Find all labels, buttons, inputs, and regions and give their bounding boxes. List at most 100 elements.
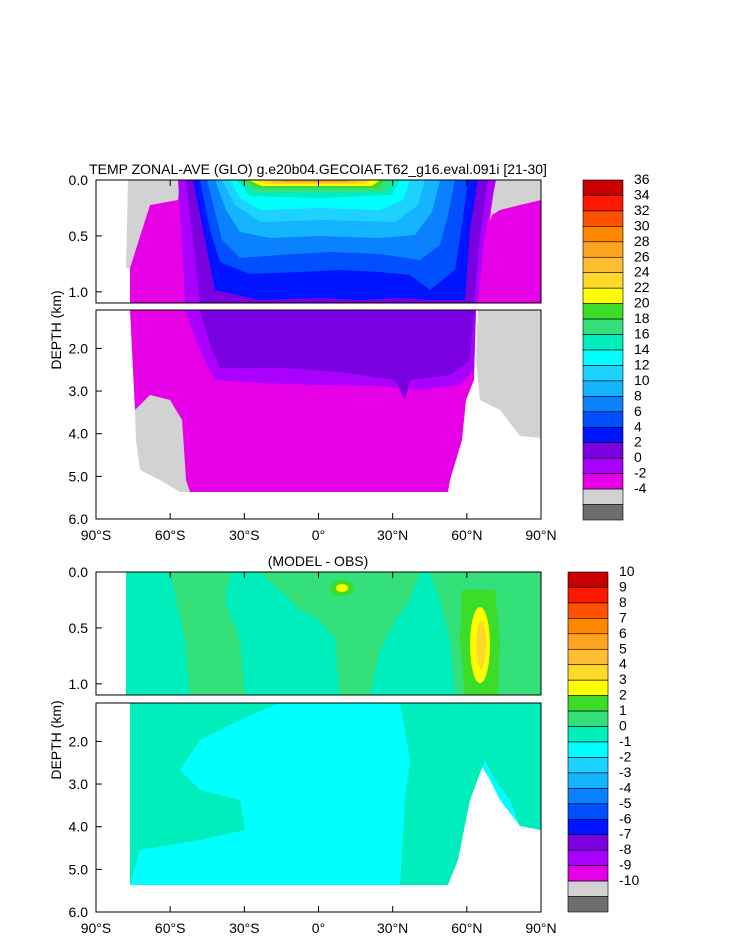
diff-lower-field bbox=[95, 702, 542, 913]
diff-colorbar-swatch bbox=[567, 726, 609, 743]
temp-colorbar-label: 36 bbox=[634, 171, 650, 187]
diff-colorbar-label: 4 bbox=[619, 656, 627, 672]
diff-colorbar-swatch bbox=[567, 803, 609, 820]
diff-colorbar-swatch bbox=[567, 757, 609, 774]
diff-x-tick-label: 30°N bbox=[377, 920, 408, 936]
temp-colorbar-label: 30 bbox=[634, 217, 650, 233]
diff-y-tick-label: 6.0 bbox=[69, 904, 89, 920]
diff-colorbar-swatch bbox=[567, 571, 609, 588]
diff-colorbar-swatch bbox=[567, 849, 609, 866]
temp-x-axis: 90°S 60°S 30°S 0° 30°N 60°N 90°N bbox=[81, 180, 557, 543]
temp-upper-field bbox=[95, 179, 542, 304]
diff-upper-field bbox=[95, 571, 542, 696]
temp-colorbar-swatch bbox=[582, 488, 624, 505]
diff-x-tick-label: 60°N bbox=[451, 920, 482, 936]
temp-colorbar-label: 20 bbox=[634, 295, 650, 311]
temp-colorbar-swatch bbox=[582, 195, 624, 212]
diff-colorbar-swatch bbox=[567, 772, 609, 789]
temp-title: TEMP ZONAL-AVE (GLO) g.e20b04.GECOIAF.T6… bbox=[89, 161, 547, 177]
temp-colorbar-swatch bbox=[582, 457, 624, 474]
temp-colorbar-label: 28 bbox=[634, 233, 650, 249]
diff-colorbar-swatch bbox=[567, 834, 609, 851]
temp-colorbar-swatch bbox=[582, 241, 624, 258]
diff-title: (MODEL - OBS) bbox=[268, 553, 369, 569]
diff-colorbar-label: -8 bbox=[619, 841, 632, 857]
temp-lower-field bbox=[95, 309, 542, 520]
temp-y-tick-label: 5.0 bbox=[69, 468, 89, 484]
diff-lower-green-s bbox=[130, 703, 280, 885]
diff-colorbar-label: 5 bbox=[619, 640, 627, 656]
diff-colorbar-swatch bbox=[567, 896, 609, 913]
temp-x-tick-label: 30°S bbox=[229, 527, 260, 543]
diff-colorbar-label: -2 bbox=[619, 748, 632, 764]
diff-y-tick-label: 3.0 bbox=[69, 776, 89, 792]
temp-colorbar-label: 14 bbox=[634, 341, 650, 357]
diff-y-tick-label: 1.0 bbox=[69, 676, 89, 692]
temp-x-tick-label: 90°N bbox=[525, 527, 556, 543]
diff-colorbar-swatch bbox=[567, 710, 609, 727]
diff-y-tick-label: 0.0 bbox=[69, 564, 89, 580]
temp-colorbar-swatch bbox=[582, 396, 624, 413]
temp-y-tick-label: 2.0 bbox=[69, 340, 89, 356]
diff-green-2 bbox=[260, 572, 420, 695]
temp-colorbar-swatch bbox=[582, 210, 624, 227]
temp-colorbar-swatch bbox=[582, 334, 624, 351]
temp-colorbar-swatch bbox=[582, 365, 624, 382]
diff-panel: (MODEL - OBS) DEPTH (km) 90°S 60°S 30°S 0° 3… bbox=[48, 553, 639, 936]
temp-colorbar-label: 34 bbox=[634, 186, 650, 202]
temp-colorbar-swatch bbox=[582, 380, 624, 397]
temp-colorbar-swatch bbox=[582, 504, 624, 521]
temp-y-tick-label: 0.5 bbox=[69, 228, 89, 244]
temp-y-tick-label: 0.0 bbox=[69, 172, 89, 188]
diff-colorbar-swatch bbox=[567, 880, 609, 897]
diff-x-axis: 90°S 60°S 30°S 0° 30°N 60°N 90°N bbox=[81, 572, 557, 936]
diff-colorbar-label: 1 bbox=[619, 702, 627, 718]
diff-colorbar-label: 8 bbox=[619, 594, 627, 610]
temp-colorbar-label: 32 bbox=[634, 202, 650, 218]
temp-colorbar-label: 18 bbox=[634, 310, 650, 326]
temp-colorbar-label: -4 bbox=[634, 480, 647, 496]
diff-colorbar-swatch bbox=[567, 818, 609, 836]
temp-x-tick-label: 0° bbox=[312, 527, 325, 543]
temp-colorbar-swatch bbox=[582, 287, 624, 304]
diff-colorbar-label: 3 bbox=[619, 671, 627, 687]
diff-colorbar-swatch bbox=[567, 788, 609, 805]
temp-colorbar-label: 12 bbox=[634, 356, 650, 372]
temp-colorbar-swatch bbox=[582, 256, 624, 274]
diff-green-1 bbox=[170, 572, 245, 695]
temp-band-0b bbox=[476, 200, 541, 303]
diff-colorbar-swatch bbox=[567, 695, 609, 712]
diff-colorbar-label: 6 bbox=[619, 625, 627, 641]
temp-land-south bbox=[126, 180, 180, 268]
diff-colorbar-label: -9 bbox=[619, 857, 632, 873]
diff-colorbar-swatch bbox=[567, 664, 609, 681]
diff-y-axis: 0.0 0.5 1.0 2.0 3.0 4.0 5.0 6.0 bbox=[69, 564, 102, 920]
temp-colorbar-label: 10 bbox=[634, 372, 650, 388]
temp-land-north bbox=[492, 180, 541, 215]
temp-y-tick-label: 3.0 bbox=[69, 383, 89, 399]
diff-colorbar-swatch bbox=[567, 648, 609, 666]
diff-y-tick-label: 5.0 bbox=[69, 861, 89, 877]
diff-hot-2b bbox=[476, 621, 486, 669]
diff-y-tick-label: 4.0 bbox=[69, 819, 89, 835]
diff-colorbar-label: -10 bbox=[619, 872, 639, 888]
temp-y-tick-label: 4.0 bbox=[69, 426, 89, 442]
temp-colorbar-swatch bbox=[582, 318, 624, 335]
temp-x-tick-label: 60°N bbox=[451, 527, 482, 543]
diff-colorbar-swatch bbox=[567, 633, 609, 650]
temp-ylabel: DEPTH (km) bbox=[48, 290, 64, 369]
temp-colorbar-swatch bbox=[582, 179, 624, 196]
diff-colorbar-label: 2 bbox=[619, 687, 627, 703]
diff-hot-1b bbox=[336, 584, 348, 592]
diff-lower-green-n bbox=[400, 703, 541, 885]
temp-x-tick-label: 60°S bbox=[155, 527, 186, 543]
temp-y-tick-label: 6.0 bbox=[69, 511, 89, 527]
temp-colorbar-label: 2 bbox=[634, 434, 642, 450]
temp-lower-land-north bbox=[476, 310, 541, 438]
diff-colorbar-label: -4 bbox=[619, 779, 632, 795]
temp-colorbar-label: 16 bbox=[634, 326, 650, 342]
temp-colorbar-swatch bbox=[582, 272, 624, 289]
